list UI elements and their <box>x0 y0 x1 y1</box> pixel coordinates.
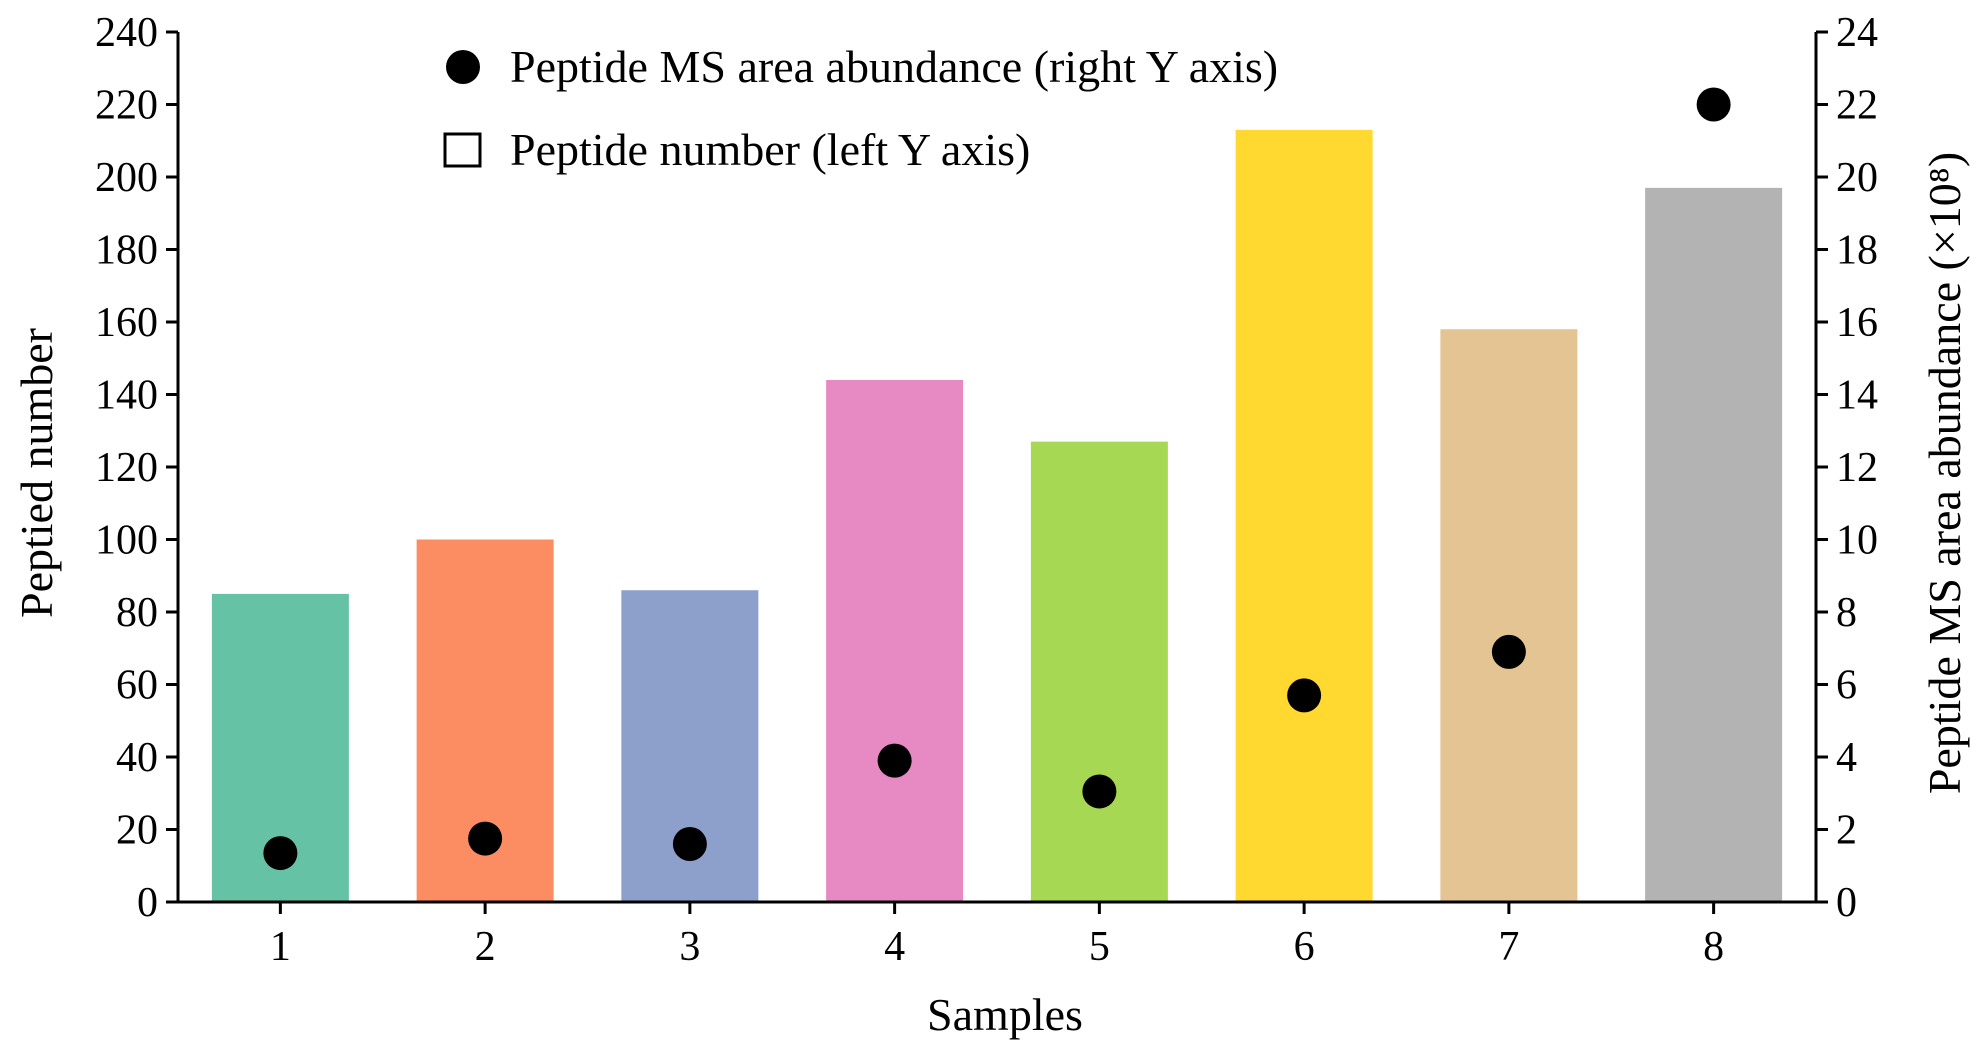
left-tick-label: 40 <box>116 735 158 781</box>
point-sample-4 <box>877 743 912 778</box>
x-tick-label: 2 <box>475 924 496 970</box>
y2-axis-title: Peptide MS area abundance (×10⁸) <box>1919 152 1970 794</box>
right-tick-label: 22 <box>1836 83 1878 129</box>
points-layer <box>263 87 1731 871</box>
right-tick-label: 4 <box>1836 735 1857 781</box>
left-tick-label: 120 <box>95 445 158 491</box>
right-tick-label: 24 <box>1836 10 1878 56</box>
x-tick-label: 1 <box>270 924 291 970</box>
left-tick-label: 240 <box>95 10 158 56</box>
x-tick-label: 7 <box>1498 924 1519 970</box>
point-sample-7 <box>1491 634 1526 669</box>
right-tick-label: 18 <box>1836 228 1878 274</box>
right-tick-label: 2 <box>1836 808 1857 854</box>
left-tick-label: 160 <box>95 300 158 346</box>
x-tick-label: 4 <box>884 924 905 970</box>
right-tick-label: 8 <box>1836 590 1857 636</box>
left-tick-label: 220 <box>95 83 158 129</box>
left-tick-label: 60 <box>116 663 158 709</box>
point-sample-6 <box>1287 678 1322 713</box>
legend-marker-peptide-number <box>443 132 482 168</box>
x-tick-label: 6 <box>1294 924 1315 970</box>
left-tick-label: 0 <box>137 880 158 926</box>
bars-layer <box>211 129 1783 902</box>
right-tick-label: 12 <box>1836 445 1878 491</box>
left-tick-label: 100 <box>95 518 158 564</box>
bar-sample-4 <box>826 380 964 902</box>
point-sample-2 <box>468 821 503 856</box>
bar-sample-7 <box>1440 329 1578 902</box>
point-sample-1 <box>263 836 298 871</box>
left-tick-label: 80 <box>116 590 158 636</box>
legend-label-abundance: Peptide MS area abundance (right Y axis) <box>510 41 1278 92</box>
right-tick-label: 10 <box>1836 518 1878 564</box>
legend-label-peptide-number: Peptide number (left Y axis) <box>510 124 1030 175</box>
axes-layer: 0204060801001201401601802002202400246810… <box>95 10 1878 970</box>
x-tick-label: 8 <box>1703 924 1724 970</box>
legend: Peptide MS area abundance (right Y axis)… <box>443 41 1278 175</box>
x-tick-label: 3 <box>679 924 700 970</box>
legend-marker-abundance <box>446 50 480 84</box>
left-tick-label: 200 <box>95 155 158 201</box>
left-tick-label: 140 <box>95 373 158 419</box>
point-sample-5 <box>1082 774 1117 809</box>
right-tick-label: 0 <box>1836 880 1857 926</box>
bar-sample-5 <box>1030 441 1168 902</box>
right-tick-label: 16 <box>1836 300 1878 346</box>
left-tick-label: 20 <box>116 808 158 854</box>
bar-sample-6 <box>1235 129 1373 902</box>
y-axis-title: Peptied number <box>11 328 62 618</box>
right-tick-label: 6 <box>1836 663 1857 709</box>
right-tick-label: 14 <box>1836 373 1878 419</box>
x-axis-title: Samples <box>927 989 1083 1040</box>
right-tick-label: 20 <box>1836 155 1878 201</box>
point-sample-3 <box>672 827 707 861</box>
bar-sample-8 <box>1645 187 1783 902</box>
left-tick-label: 180 <box>95 228 158 274</box>
point-sample-8 <box>1696 87 1731 122</box>
x-tick-label: 5 <box>1089 924 1110 970</box>
